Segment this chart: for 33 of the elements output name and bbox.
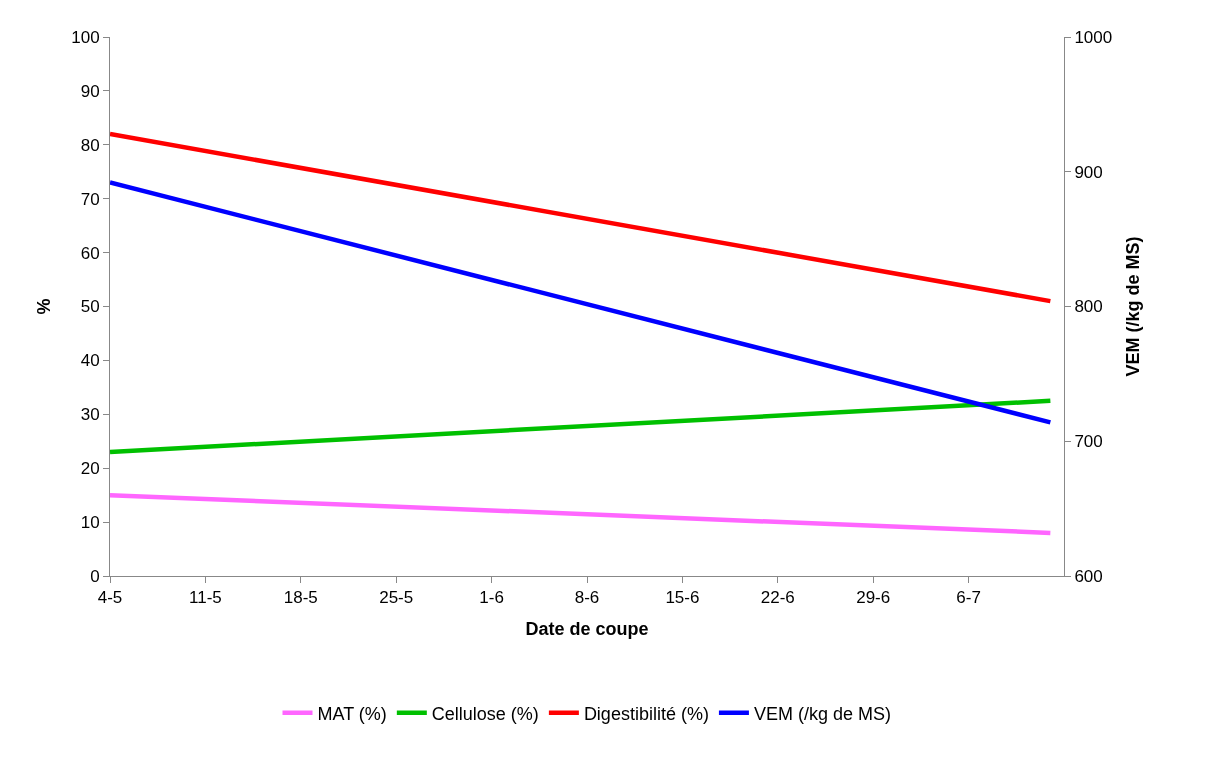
y-tick-label: 100: [71, 27, 100, 47]
x-tick-label: 1-6: [479, 588, 504, 608]
x-tick-label: 15-6: [665, 588, 700, 608]
x-tick-label: 29-6: [856, 588, 891, 608]
y-tick-label: 50: [80, 297, 100, 317]
x-tick-label: 11-5: [189, 588, 222, 608]
y-tick-label: 30: [80, 405, 100, 425]
y2-tick-label: 800: [1074, 297, 1103, 317]
y-tick-label: 20: [80, 459, 100, 479]
y2-tick-label: 600: [1074, 566, 1103, 586]
y-axis-title: %: [34, 298, 55, 315]
x-tick-label: 25-5: [379, 588, 414, 608]
y-tick-label: 40: [80, 351, 100, 371]
y2-tick-label: 1000: [1074, 27, 1113, 47]
x-tick-label: 8-6: [574, 588, 600, 608]
legend-label: MAT (%): [317, 703, 387, 724]
x-tick-label: 18-5: [283, 588, 318, 608]
x-tick-label: 22-6: [760, 588, 795, 608]
y-tick-label: 60: [80, 243, 100, 263]
y-tick-label: 10: [80, 513, 100, 533]
x-tick-label: 4-5: [97, 588, 123, 608]
y2-axis-title: VEM (/kg de MS): [1123, 236, 1144, 377]
y-tick-label: 80: [80, 135, 100, 155]
legend-label: Digestibilité (%): [583, 703, 709, 724]
legend-label: Cellulose (%): [431, 703, 539, 724]
y2-tick-label: 700: [1074, 432, 1103, 452]
x-axis-title: Date de coupe: [525, 618, 649, 639]
y-tick-label: 70: [80, 189, 100, 209]
y-tick-label: 90: [80, 81, 100, 101]
y-tick-label: 0: [90, 566, 100, 586]
y2-tick-label: 900: [1074, 162, 1103, 182]
x-tick-label: 6-7: [956, 588, 981, 608]
legend-label: VEM (/kg de MS): [753, 703, 891, 724]
